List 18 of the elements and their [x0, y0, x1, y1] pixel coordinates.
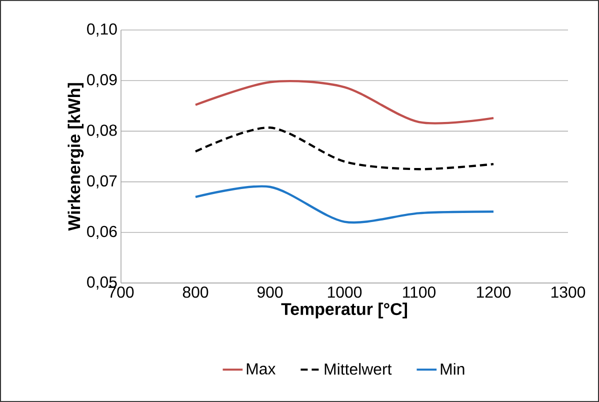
x-tick-label: 1300 [551, 286, 586, 298]
legend-label: Max [246, 363, 276, 374]
y-tick-label: 0,09 [87, 74, 117, 88]
x-tick-label: 800 [182, 286, 208, 298]
y-tick-label: 0,10 [87, 23, 117, 37]
x-tick-label: 1000 [328, 286, 362, 298]
line-series [194, 185, 495, 224]
y-tick-label: 0,08 [87, 124, 117, 138]
y-axis-title: Wirkenergie [kWh] [68, 83, 84, 231]
legend-label: Mittelwert [324, 363, 392, 375]
x-tick-label: 1200 [476, 286, 511, 298]
line-series [194, 126, 495, 170]
x-axis-title: Temperatur [°C] [281, 302, 407, 318]
y-tick-label: 0,06 [87, 226, 117, 239]
x-tick-label: 900 [257, 286, 283, 298]
y-tick-label: 0,07 [87, 175, 117, 188]
legend-label: Min [440, 363, 464, 375]
x-tick-label: 1100 [403, 286, 436, 298]
